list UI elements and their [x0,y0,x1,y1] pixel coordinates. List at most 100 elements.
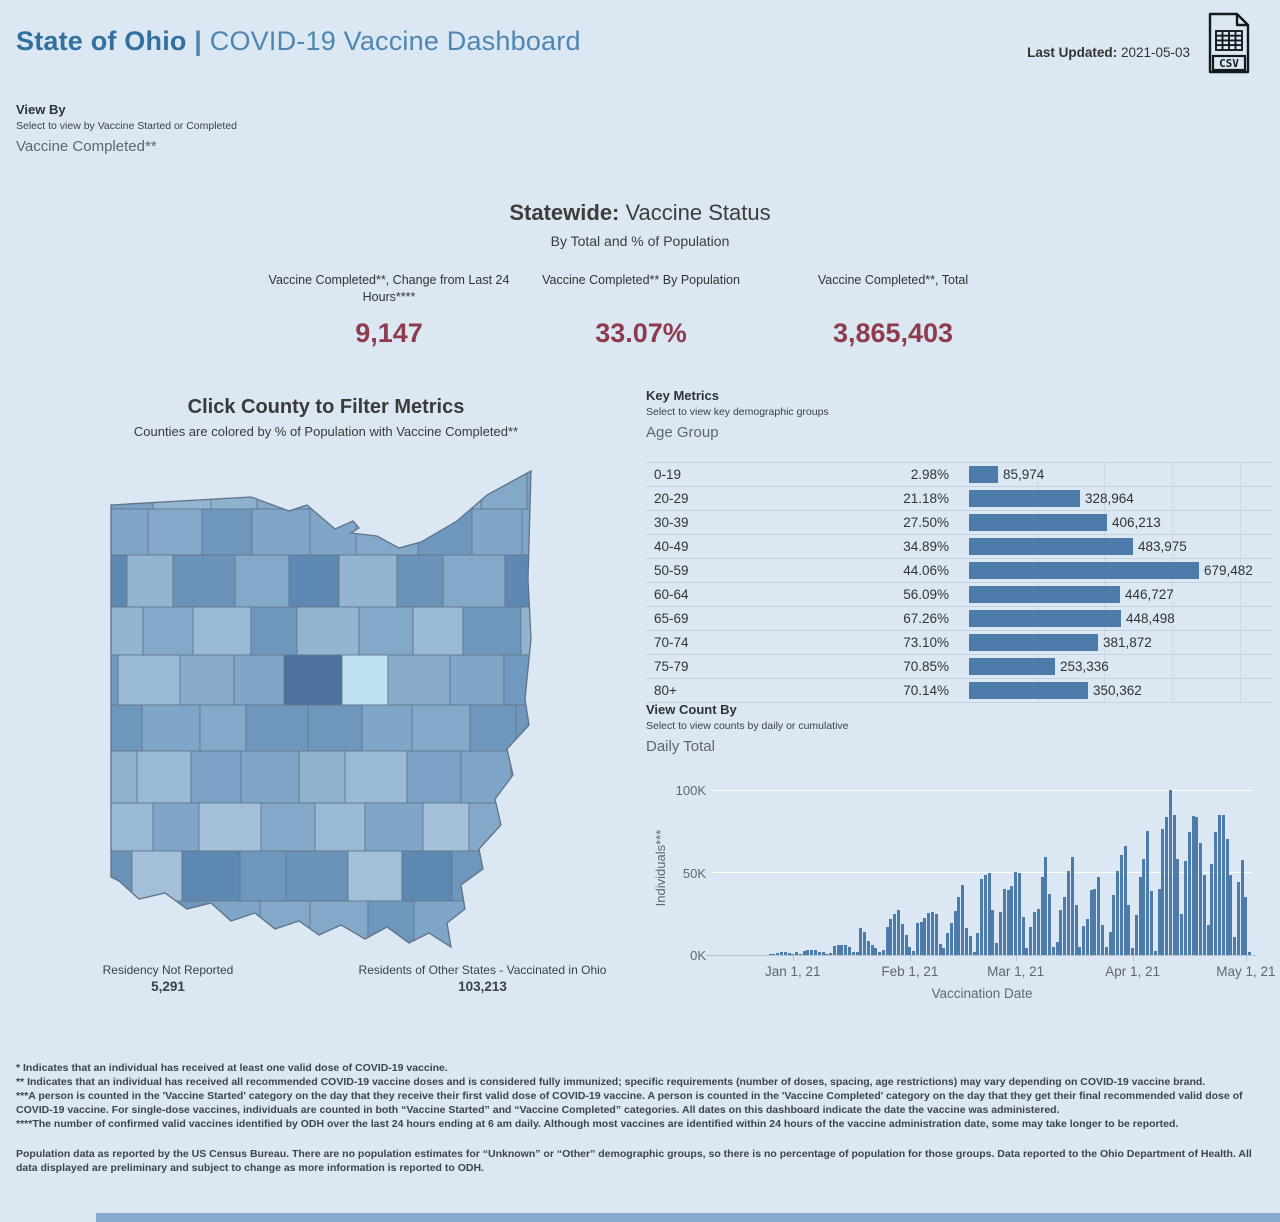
daily-bar[interactable] [1097,877,1101,955]
county-shape[interactable] [510,750,543,804]
age-group-bar[interactable] [969,658,1055,675]
daily-bar[interactable] [859,928,863,955]
daily-bar[interactable] [965,928,968,955]
daily-bar[interactable] [1233,937,1237,955]
age-group-bar[interactable] [969,682,1088,699]
daily-bar[interactable] [893,914,897,955]
daily-bar[interactable] [1104,947,1108,955]
age-group-bar[interactable] [969,538,1133,555]
daily-bar[interactable] [825,954,829,955]
daily-bar[interactable] [934,914,938,955]
county-shape[interactable] [475,900,531,947]
county-shape[interactable] [314,802,366,852]
county-shape[interactable] [190,750,242,804]
age-group-bar[interactable] [969,466,998,483]
daily-bar[interactable] [923,918,927,955]
daily-bar[interactable] [798,954,802,955]
county-shape[interactable] [117,654,181,706]
county-shape[interactable] [298,750,346,804]
age-group-bar[interactable] [969,586,1120,603]
county-shape[interactable] [250,606,298,656]
daily-bar[interactable] [946,933,950,955]
key-metrics-row[interactable]: 75-79 70.85% 253,336 [646,655,1272,679]
county-shape[interactable] [406,750,462,804]
county-shape[interactable] [103,850,133,902]
daily-bar[interactable] [855,952,859,955]
daily-bar[interactable] [813,950,817,955]
daily-bar[interactable] [836,945,840,955]
daily-bar[interactable] [889,919,893,955]
county-shape[interactable] [131,850,183,902]
daily-bar[interactable] [904,935,908,955]
county-shape[interactable] [309,508,357,556]
county-shape[interactable] [358,606,414,656]
county-shape[interactable] [400,946,460,950]
daily-bar[interactable] [1206,925,1210,955]
daily-bar[interactable] [1119,855,1123,955]
county-shape[interactable] [103,750,138,804]
county-shape[interactable] [172,554,236,608]
county-shape[interactable] [233,654,285,706]
county-shape[interactable] [181,850,241,902]
daily-bar[interactable] [1168,790,1172,955]
county-shape[interactable] [309,900,369,947]
key-metrics-row[interactable]: 40-49 34.89% 483,975 [646,535,1272,559]
daily-bar[interactable] [938,944,942,955]
daily-bar[interactable] [1221,815,1225,955]
county-shape[interactable] [412,606,464,656]
county-shape[interactable] [521,508,543,556]
county-shape[interactable] [422,459,482,510]
county-shape[interactable] [188,946,236,950]
daily-bar[interactable] [949,923,953,955]
county-shape[interactable] [103,606,144,656]
key-metrics-row[interactable]: 20-29 21.18% 328,964 [646,487,1272,511]
daily-bar[interactable] [840,945,844,955]
county-shape[interactable] [344,750,408,804]
daily-bar[interactable] [863,932,867,955]
daily-bar[interactable] [912,951,916,955]
daily-bar[interactable] [779,952,783,955]
daily-bar[interactable] [1002,889,1006,955]
daily-bar[interactable] [874,948,878,955]
county-shape[interactable] [515,704,543,752]
county-shape[interactable] [350,946,402,950]
horizontal-scrollbar-thumb[interactable] [96,1213,1280,1222]
daily-bar[interactable] [1153,951,1157,955]
county-shape[interactable] [296,606,360,656]
daily-bar[interactable] [1157,889,1161,955]
daily-bar[interactable] [878,952,882,955]
daily-bar[interactable] [1055,942,1059,955]
daily-bar[interactable] [998,912,1002,955]
daily-bar[interactable] [1195,817,1199,955]
county-shape[interactable] [199,704,247,752]
daily-bar[interactable] [844,945,848,955]
key-metrics-row[interactable]: 30-39 27.50% 406,213 [646,511,1272,535]
key-metrics-dropdown[interactable]: Age Group [646,424,719,441]
county-shape[interactable] [372,459,424,510]
daily-bar[interactable] [976,933,980,955]
daily-bar[interactable] [1085,919,1089,955]
county-shape[interactable] [411,704,471,752]
daily-bar[interactable] [1040,877,1044,955]
daily-bar[interactable] [915,923,919,955]
daily-bar[interactable] [1059,910,1063,955]
county-shape[interactable] [355,508,419,556]
daily-bar[interactable] [772,954,776,955]
daily-bar[interactable] [1093,889,1097,955]
daily-bar[interactable] [1184,861,1188,955]
daily-bar[interactable] [1138,877,1142,955]
daily-bar[interactable] [1021,917,1025,955]
daily-bar[interactable] [1089,890,1093,955]
daily-bar[interactable] [1066,871,1070,955]
daily-bar[interactable] [810,950,814,955]
daily-bar[interactable] [783,952,787,955]
daily-bar[interactable] [1108,932,1112,955]
daily-bar[interactable] [995,943,999,955]
county-shape[interactable] [256,459,320,510]
county-shape[interactable] [152,802,200,852]
county-shape[interactable] [201,508,253,556]
daily-bar[interactable] [942,948,946,955]
daily-bar[interactable] [961,885,965,955]
daily-bar[interactable] [1210,864,1214,955]
county-shape[interactable] [234,946,298,950]
